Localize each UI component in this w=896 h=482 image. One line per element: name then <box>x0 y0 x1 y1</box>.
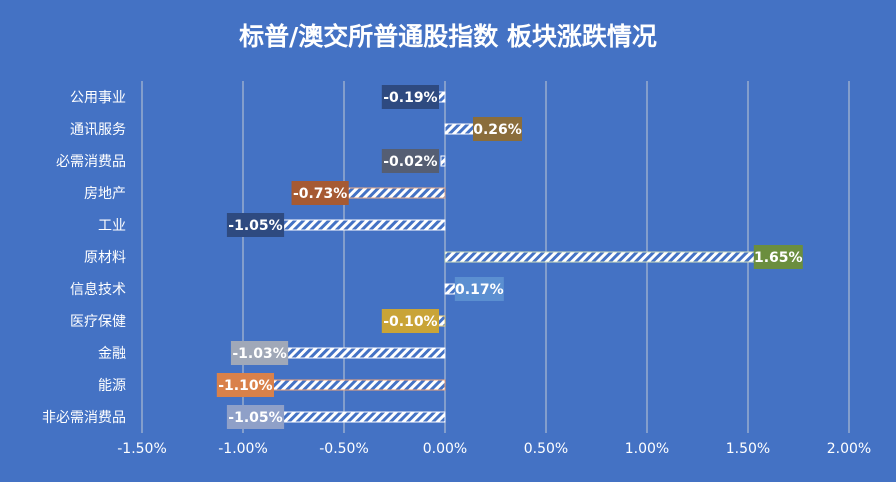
x-tick-label: -1.00% <box>218 441 268 457</box>
data-label-box <box>473 117 523 141</box>
data-label-box <box>226 405 285 429</box>
bar <box>444 251 779 263</box>
data-label-box <box>230 341 289 365</box>
category-label: 房地产 <box>84 186 126 202</box>
data-label-box <box>753 245 803 269</box>
data-labels: -0.19% 0.26% -0.02% -0.73% -1.05% 1.65% 0.17% -… <box>216 85 803 429</box>
bar <box>440 155 446 167</box>
data-label: 0.26% <box>473 122 522 138</box>
data-label-box <box>381 149 439 173</box>
x-tick-label: 0.00% <box>423 441 467 457</box>
category-label: 必需消费品 <box>56 154 126 170</box>
data-label: -1.03% <box>232 346 286 362</box>
category-label: 原材料 <box>84 250 126 266</box>
x-tick-label: 1.00% <box>625 441 669 457</box>
data-label: 1.65% <box>754 250 803 266</box>
data-label: -1.05% <box>228 410 282 426</box>
data-label-box <box>454 277 504 301</box>
data-label-box <box>291 181 349 205</box>
data-label: -1.05% <box>228 218 282 234</box>
data-label-box <box>381 309 439 333</box>
category-label: 能源 <box>98 378 126 394</box>
category-label: 金融 <box>98 346 126 362</box>
category-label: 公用事业 <box>70 90 126 106</box>
x-tick-label: 1.50% <box>726 441 770 457</box>
category-label: 信息技术 <box>70 281 126 298</box>
data-label: -0.02% <box>383 154 437 170</box>
x-tick-label: 2.00% <box>827 441 871 457</box>
data-label: -1.10% <box>218 378 272 394</box>
data-label-box <box>381 85 439 109</box>
data-label-box <box>216 373 274 397</box>
category-label: 医疗保健 <box>70 314 126 330</box>
data-label: -0.10% <box>383 314 437 330</box>
bars <box>222 91 779 423</box>
data-label: 0.17% <box>455 282 504 298</box>
x-tick-label: -0.50% <box>319 441 369 457</box>
data-label: -0.19% <box>383 90 437 106</box>
category-label: 非必需消费品 <box>42 410 126 426</box>
x-tick-label: 0.50% <box>524 441 568 457</box>
data-label: -0.73% <box>293 186 347 202</box>
data-label-box <box>226 213 285 237</box>
category-label: 通讯服务 <box>70 122 126 138</box>
category-label: 工业 <box>98 218 126 234</box>
chart-title: 标普/澳交所普通股指数 板块涨跌情况 <box>239 22 657 51</box>
x-axis-ticks: -1.50% -1.00% -0.50% 0.00% 0.50% 1.00% 1.50% 2.… <box>117 441 871 457</box>
x-tick-label: -1.50% <box>117 441 167 457</box>
